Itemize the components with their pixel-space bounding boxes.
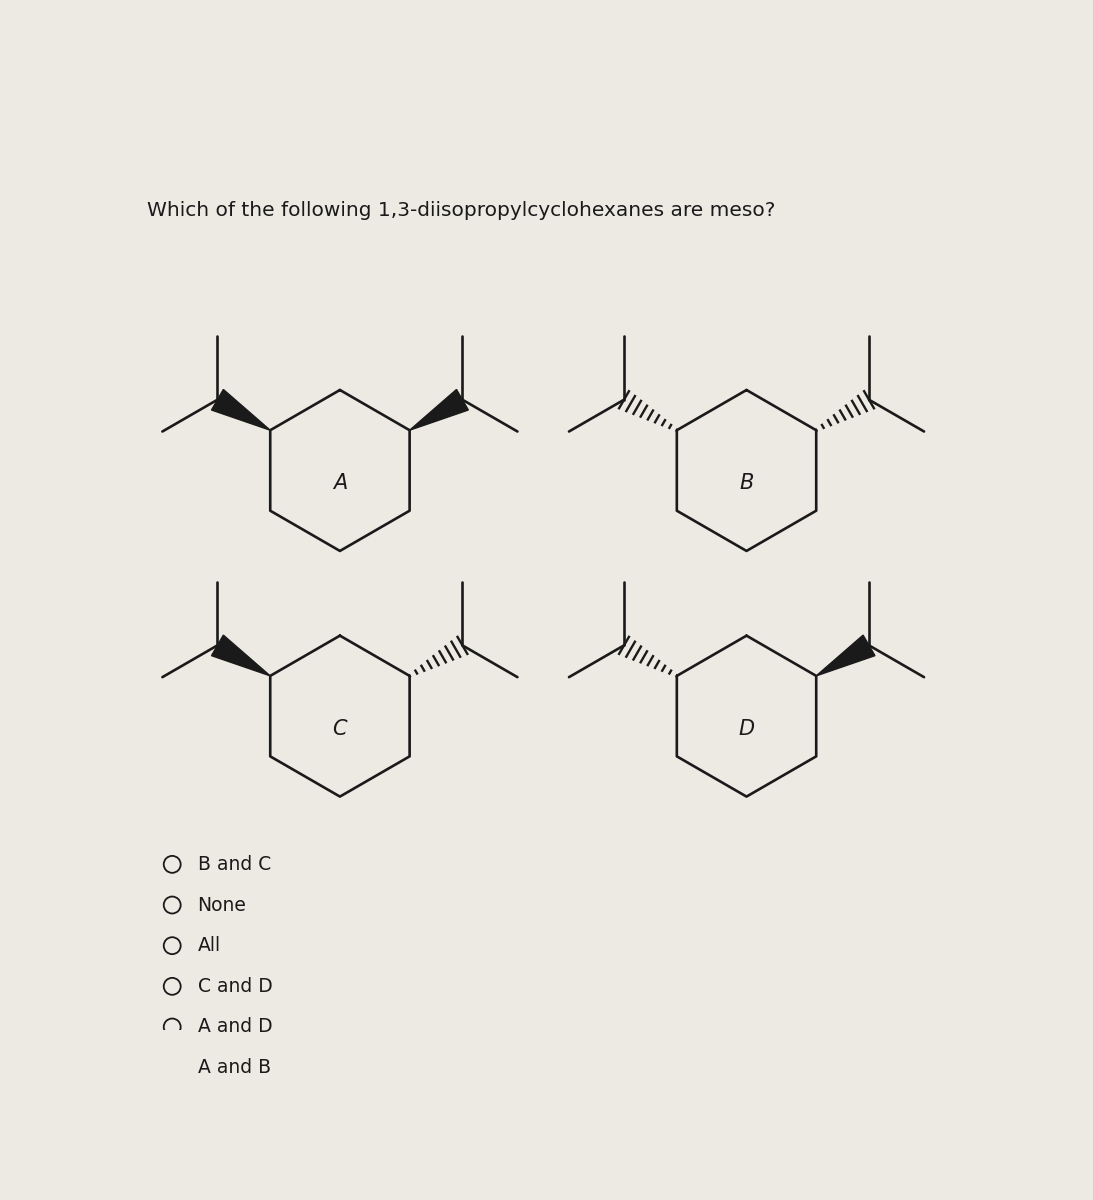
- Polygon shape: [211, 635, 270, 676]
- Text: D: D: [739, 719, 754, 739]
- Text: All: All: [198, 936, 221, 955]
- Polygon shape: [410, 390, 469, 431]
- Polygon shape: [816, 635, 875, 676]
- Text: A and D: A and D: [198, 1018, 272, 1037]
- Text: None: None: [198, 895, 247, 914]
- Text: C: C: [332, 719, 348, 739]
- Text: B: B: [739, 473, 754, 493]
- Text: A and B: A and B: [198, 1058, 271, 1078]
- Text: B and C: B and C: [198, 854, 271, 874]
- Text: A: A: [332, 473, 348, 493]
- Text: Which of the following 1,3-diisopropylcyclohexanes are meso?: Which of the following 1,3-diisopropylcy…: [146, 202, 775, 220]
- Polygon shape: [211, 390, 270, 431]
- Text: C and D: C and D: [198, 977, 272, 996]
